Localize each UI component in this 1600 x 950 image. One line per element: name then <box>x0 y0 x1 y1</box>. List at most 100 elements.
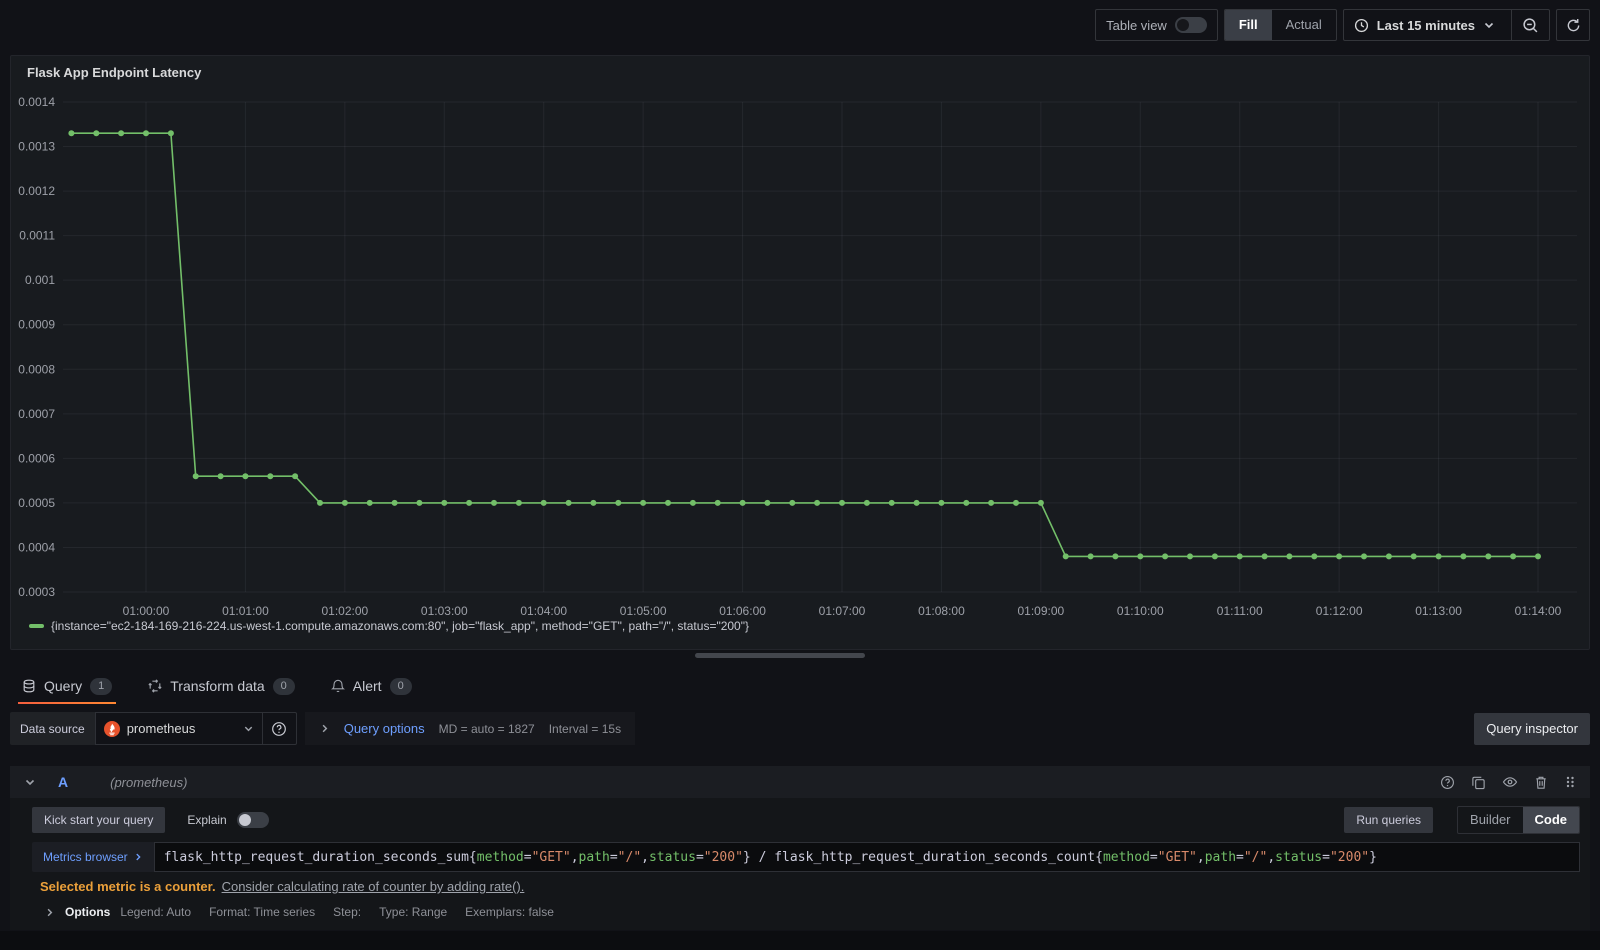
pane-resize-handle[interactable] <box>695 653 865 658</box>
query-options-bar: Query options MD = auto = 1827 Interval … <box>304 712 636 745</box>
table-view-group: Table view <box>1095 9 1218 41</box>
delete-query-button[interactable] <box>1534 775 1548 790</box>
collapse-chevron-icon[interactable] <box>24 776 36 788</box>
bottom-strip <box>0 931 1600 950</box>
query-help-button[interactable] <box>1440 775 1455 790</box>
svg-text:0.0009: 0.0009 <box>18 318 55 332</box>
datasource-select[interactable]: prometheus <box>94 712 263 745</box>
metrics-browser-label: Metrics browser <box>43 850 128 864</box>
options-label: Options <box>65 905 111 919</box>
tab-alert[interactable]: Alert 0 <box>327 668 416 704</box>
svg-text:01:09:00: 01:09:00 <box>1017 604 1064 618</box>
query-expression: flask_http_request_duration_seconds_sum{… <box>163 849 1377 865</box>
drag-handle[interactable] <box>1564 774 1576 790</box>
svg-text:01:12:00: 01:12:00 <box>1316 604 1363 618</box>
max-data-points-text: MD = auto = 1827 <box>438 721 535 736</box>
datasource-value: prometheus <box>126 721 196 736</box>
time-range-picker[interactable]: Last 15 minutes <box>1342 9 1550 41</box>
refresh-button[interactable] <box>1556 9 1590 41</box>
svg-text:01:13:00: 01:13:00 <box>1415 604 1462 618</box>
actual-button[interactable]: Actual <box>1285 17 1322 32</box>
database-icon <box>22 679 36 693</box>
svg-text:0.0004: 0.0004 <box>18 540 55 554</box>
svg-text:0.001: 0.001 <box>25 273 55 287</box>
svg-text:0.0005: 0.0005 <box>18 496 55 510</box>
tab-alert-badge: 0 <box>389 677 412 695</box>
metrics-browser-button[interactable]: Metrics browser <box>32 842 154 872</box>
tab-query[interactable]: Query 1 <box>18 668 117 704</box>
svg-text:01:07:00: 01:07:00 <box>819 604 866 618</box>
chevron-right-icon[interactable] <box>319 723 330 734</box>
svg-text:01:03:00: 01:03:00 <box>421 604 468 618</box>
warning-text: Selected metric is a counter. <box>40 879 216 894</box>
svg-text:0.0012: 0.0012 <box>18 184 55 198</box>
divider <box>1511 10 1512 40</box>
tab-query-label: Query <box>44 678 83 694</box>
options-row[interactable]: Options Legend: Auto Format: Time series S… <box>32 905 1580 919</box>
query-editor-card: A (prometheus) Kick start your query Exp… <box>10 766 1590 930</box>
tab-query-badge: 1 <box>90 677 113 695</box>
latency-panel: Flask App Endpoint Latency 0.0014 0.0013 0… <box>10 55 1590 650</box>
trash-icon <box>1536 776 1546 789</box>
help-circle-icon <box>272 721 287 736</box>
svg-text:01:00:00: 01:00:00 <box>123 604 170 618</box>
interval-text: Interval = 15s <box>548 721 622 736</box>
svg-text:0.0014: 0.0014 <box>18 95 55 109</box>
query-ref-id[interactable]: A <box>58 774 69 790</box>
tab-alert-label: Alert <box>352 678 382 694</box>
help-circle-icon <box>1441 775 1454 789</box>
svg-text:0.0003: 0.0003 <box>18 585 55 599</box>
run-queries-button[interactable]: Run queries <box>1344 807 1434 833</box>
chevron-down-icon <box>244 726 252 732</box>
grip-dots-icon <box>1566 776 1574 788</box>
duplicate-query-button[interactable] <box>1471 775 1486 790</box>
kick-start-query-button[interactable]: Kick start your query <box>32 807 166 833</box>
svg-text:01:06:00: 01:06:00 <box>719 604 766 618</box>
svg-text:01:11:00: 01:11:00 <box>1217 604 1263 618</box>
clock-icon <box>1354 18 1368 32</box>
explain-label: Explain <box>187 813 227 827</box>
svg-text:01:01:00: 01:01:00 <box>222 604 269 618</box>
datasource-row: Data source prometheus Query options MD … <box>10 712 1590 745</box>
svg-text:01:08:00: 01:08:00 <box>918 604 965 618</box>
series-color-dash <box>29 624 44 628</box>
builder-code-switch: Builder Code <box>1457 806 1580 834</box>
chevron-right-icon <box>135 853 141 861</box>
query-datasource-hint: (prometheus) <box>110 774 188 790</box>
svg-text:0.0011: 0.0011 <box>19 229 55 243</box>
code-button[interactable]: Code <box>1522 807 1579 833</box>
query-options-link[interactable]: Query options <box>343 721 425 736</box>
table-view-label: Table view <box>1106 17 1167 33</box>
fill-button[interactable]: Fill <box>1224 10 1272 40</box>
query-row-actions <box>1440 774 1576 790</box>
svg-text:01:10:00: 01:10:00 <box>1117 604 1164 618</box>
options-summary: Legend: Auto Format: Time series Step: Type… <box>120 905 554 919</box>
chevron-down-icon <box>1484 22 1494 29</box>
builder-button[interactable]: Builder <box>1470 812 1511 827</box>
query-row-header[interactable]: A (prometheus) <box>10 766 1590 798</box>
tab-transform-badge: 0 <box>272 677 295 695</box>
datasource-label: Data source <box>10 712 95 745</box>
query-inspector-button[interactable]: Query inspector <box>1474 712 1590 745</box>
svg-text:01:02:00: 01:02:00 <box>321 604 368 618</box>
panel-title: Flask App Endpoint Latency <box>27 65 202 80</box>
zoom-out-icon[interactable] <box>1522 17 1539 34</box>
copy-icon <box>1472 776 1485 789</box>
query-editor-body: Kick start your query Explain Run querie… <box>10 798 1590 919</box>
table-view-toggle[interactable] <box>1174 17 1207 33</box>
svg-text:01:05:00: 01:05:00 <box>620 604 667 618</box>
warning-hint-link[interactable]: Consider calculating rate of counter by … <box>221 879 525 894</box>
svg-text:01:14:00: 01:14:00 <box>1515 604 1562 618</box>
bell-icon <box>330 679 345 693</box>
svg-text:0.0013: 0.0013 <box>18 140 55 154</box>
toggle-visibility-button[interactable] <box>1502 774 1518 790</box>
series-legend-label[interactable]: {instance="ec2-184-169-216-224.us-west-1… <box>51 619 749 633</box>
tab-transform-data[interactable]: Transform data 0 <box>144 668 299 704</box>
explain-toggle[interactable] <box>236 812 269 828</box>
datasource-help-button[interactable] <box>262 712 297 745</box>
edit-pane-tabs: Query 1 Transform data 0 Alert 0 <box>10 668 1590 704</box>
latency-chart[interactable]: 0.0014 0.0013 0.0012 0.0011 0.001 0.0009 0.000… <box>11 82 1589 625</box>
counter-warning: Selected metric is a counter. Consider c… <box>32 879 1580 894</box>
promql-expression-input[interactable]: flask_http_request_duration_seconds_sum{… <box>153 842 1580 872</box>
svg-text:0.0006: 0.0006 <box>18 451 55 465</box>
